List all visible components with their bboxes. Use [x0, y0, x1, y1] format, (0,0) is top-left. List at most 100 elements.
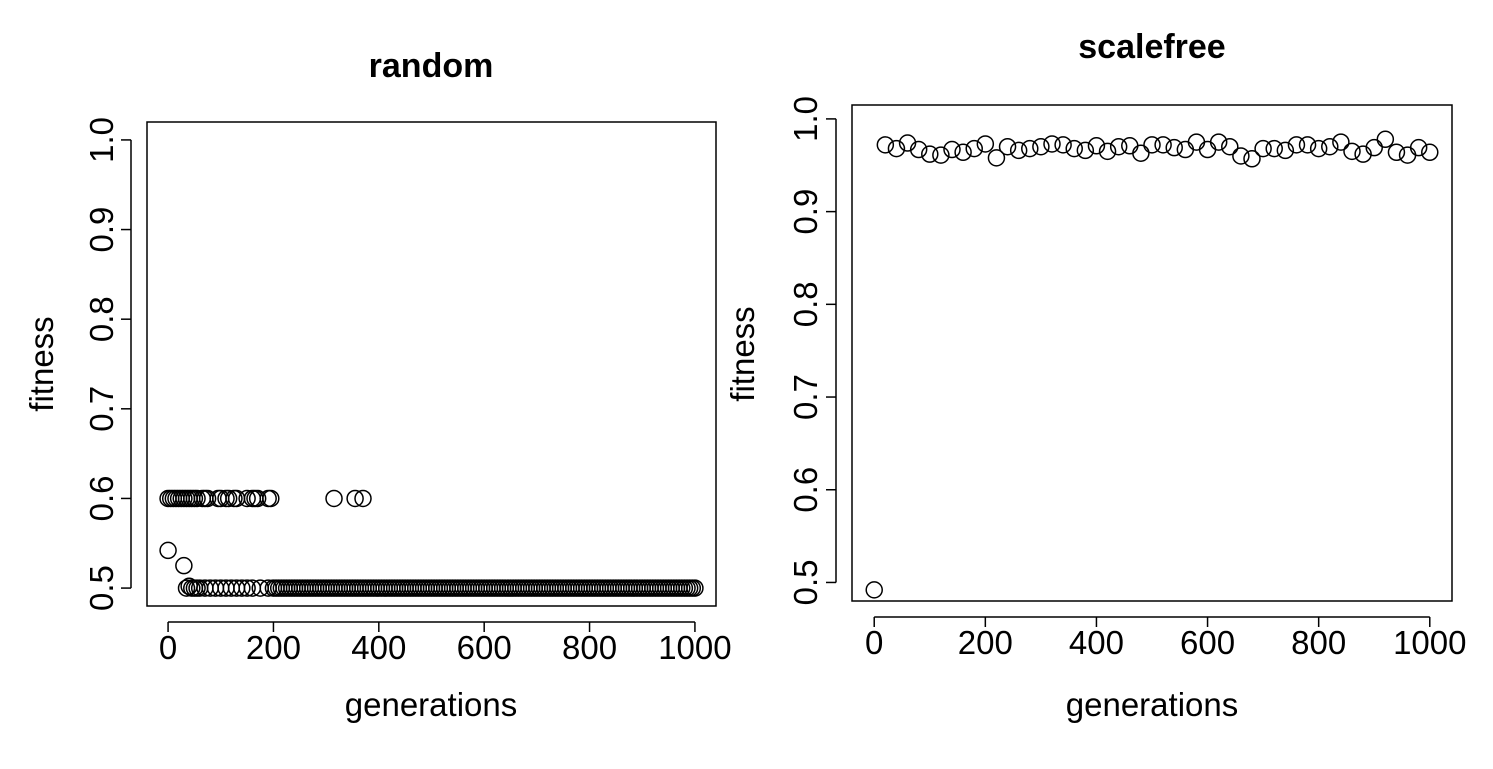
- data-point: [1209, 133, 1228, 151]
- y-tick-label: 0.6: [787, 467, 824, 513]
- data-point: [1421, 143, 1439, 162]
- scalefree-panel: scalefree 0 200 400 600 800 1000 0.5 0.6 0.7 0.8…: [724, 28, 1466, 723]
- data-point: [1009, 141, 1028, 160]
- data-point: [1376, 130, 1395, 149]
- y-tick-label: 0.8: [787, 281, 824, 327]
- data-point: [1309, 139, 1328, 158]
- data-point: [686, 579, 704, 597]
- x-axis-label: generations: [1066, 686, 1238, 723]
- data-point: [1132, 144, 1150, 162]
- x-tick-label: 1000: [1393, 624, 1466, 661]
- plot-frame: [851, 104, 1453, 602]
- x-tick-label: 0: [865, 624, 883, 661]
- random-panel: random 0 200 400 600 800 1000 0.5 0.6 0.7 0.8 0.9…: [23, 47, 732, 723]
- y-axis-label: fitness: [724, 306, 761, 401]
- data-point: [1054, 136, 1072, 154]
- data-point: [1109, 137, 1128, 156]
- data-point: [1243, 150, 1261, 168]
- data-point: [1276, 141, 1295, 160]
- data-point: [1287, 136, 1306, 154]
- y-tick-label: 0.6: [83, 476, 120, 522]
- data-point: [1021, 139, 1039, 158]
- data-point: [898, 134, 917, 152]
- data-point: [1065, 139, 1083, 158]
- data-point: [198, 489, 217, 508]
- data-point: [1198, 140, 1217, 159]
- data-point: [1154, 136, 1172, 154]
- data-point: [325, 489, 343, 508]
- data-point: [175, 556, 193, 575]
- y-tick-label: 1.0: [787, 96, 824, 142]
- data-point: [159, 541, 177, 560]
- data-point: [1143, 136, 1161, 154]
- chart-title: random: [369, 47, 494, 85]
- data-point: [1087, 137, 1106, 155]
- y-tick-label: 0.5: [83, 565, 120, 611]
- data-point: [1187, 133, 1206, 151]
- data-point: [909, 140, 928, 159]
- data-point: [177, 579, 196, 597]
- x-tick-label: 200: [958, 624, 1013, 661]
- x-tick-label: 600: [457, 629, 512, 666]
- data-point: [1365, 138, 1383, 157]
- data-point: [188, 489, 206, 508]
- data-point: [1176, 140, 1195, 159]
- data-point: [965, 139, 983, 158]
- y-tick-label: 1.0: [83, 117, 120, 163]
- data-point: [1076, 141, 1095, 160]
- x-tick-label: 400: [1069, 624, 1124, 661]
- data-point: [887, 139, 906, 158]
- data-point: [1098, 142, 1117, 161]
- y-tick-label: 0.7: [83, 386, 120, 432]
- x-tick-label: 200: [246, 629, 301, 666]
- data-point: [876, 136, 895, 154]
- data-point: [1221, 137, 1239, 156]
- data-points: [865, 130, 1439, 599]
- data-point: [943, 140, 961, 159]
- y-axis: 0.5 0.6 0.7 0.8 0.9 1.0: [83, 117, 132, 611]
- data-points: [159, 489, 704, 597]
- data-point: [1232, 147, 1250, 165]
- x-axis-label: generations: [345, 686, 517, 723]
- data-point: [1032, 137, 1050, 156]
- x-axis: 0 200 400 600 800 1000: [865, 616, 1466, 661]
- data-point: [987, 149, 1006, 167]
- x-tick-label: 1000: [658, 629, 731, 666]
- data-point: [1165, 138, 1183, 157]
- data-point: [1409, 138, 1428, 157]
- data-point: [921, 145, 939, 163]
- data-point: [932, 146, 950, 164]
- x-tick-label: 800: [1291, 624, 1346, 661]
- y-tick-label: 0.9: [787, 189, 824, 235]
- data-point: [1343, 142, 1361, 161]
- y-tick-label: 0.8: [83, 296, 120, 342]
- data-point: [865, 581, 883, 599]
- data-point: [976, 135, 995, 153]
- data-point: [1254, 139, 1272, 158]
- y-tick-label: 0.7: [787, 374, 824, 420]
- data-point: [346, 489, 364, 508]
- data-point: [1298, 136, 1317, 154]
- data-point: [954, 143, 972, 162]
- data-point: [238, 489, 256, 508]
- data-point: [219, 489, 238, 508]
- x-tick-label: 0: [159, 629, 177, 666]
- data-point: [1332, 133, 1350, 151]
- data-point: [1043, 135, 1061, 153]
- x-tick-label: 600: [1180, 624, 1235, 661]
- y-axis: 0.5 0.6 0.7 0.8 0.9 1.0: [787, 96, 837, 606]
- y-tick-label: 0.9: [83, 207, 120, 253]
- data-point: [248, 489, 267, 508]
- data-point: [1121, 137, 1139, 155]
- chart-title: scalefree: [1078, 28, 1225, 66]
- y-tick-label: 0.5: [787, 560, 824, 606]
- data-point: [1354, 145, 1372, 163]
- data-point: [1387, 143, 1406, 162]
- data-point: [998, 137, 1017, 156]
- data-point: [238, 579, 256, 597]
- data-point: [354, 489, 372, 508]
- data-point: [1321, 137, 1339, 156]
- x-axis: 0 200 400 600 800 1000: [159, 621, 732, 666]
- data-point: [262, 489, 280, 508]
